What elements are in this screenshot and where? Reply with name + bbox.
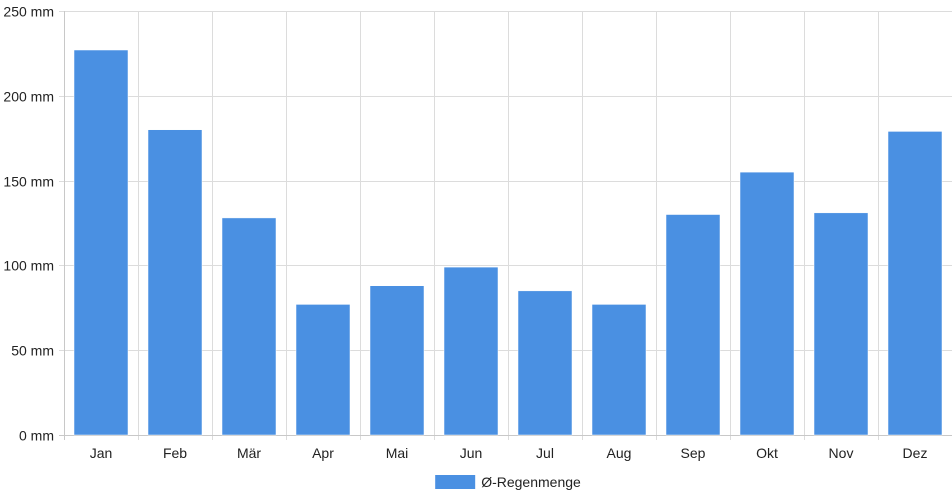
x-tick-label: Dez	[903, 445, 928, 461]
bar-aug[interactable]	[591, 304, 647, 436]
x-tick-label: Sep	[681, 445, 706, 461]
bar-jun[interactable]	[443, 266, 499, 436]
bar-sep[interactable]	[665, 214, 721, 436]
y-tick-label: 150 mm	[3, 174, 54, 190]
x-tick-label: Aug	[607, 445, 632, 461]
bars-layer	[73, 49, 943, 436]
bar-nov[interactable]	[813, 212, 869, 436]
y-tick-label: 200 mm	[3, 89, 54, 105]
y-tick-label: 250 mm	[3, 4, 54, 20]
bar-mai[interactable]	[369, 285, 425, 436]
bar-feb[interactable]	[147, 129, 203, 436]
y-tick-label: 0 mm	[19, 428, 54, 444]
bar-mär[interactable]	[221, 217, 277, 436]
x-tick-label: Mär	[237, 445, 261, 461]
grid-layer	[59, 11, 952, 440]
x-tick-label: Mai	[386, 445, 409, 461]
x-tick-label: Jun	[460, 445, 483, 461]
bar-jul[interactable]	[517, 290, 573, 436]
x-tick-label: Nov	[829, 445, 854, 461]
axis-layer	[59, 11, 952, 440]
legend[interactable]: Ø-Regenmenge	[435, 474, 581, 490]
x-tick-label: Okt	[756, 445, 778, 461]
x-tick-label: Feb	[163, 445, 187, 461]
legend-swatch[interactable]	[435, 475, 476, 489]
y-tick-labels: 0 mm 50 mm 100 mm 150 mm 200 mm 250 mm	[3, 4, 54, 444]
x-tick-label: Apr	[312, 445, 334, 461]
bar-okt[interactable]	[739, 171, 795, 436]
bar-jan[interactable]	[73, 49, 129, 436]
x-tick-label: Jan	[90, 445, 113, 461]
bar-dez[interactable]	[887, 131, 943, 436]
x-tick-labels: Jan Feb Mär Apr Mai Jun Jul Aug Sep Okt Nov Dez	[90, 445, 928, 461]
bar-apr[interactable]	[295, 304, 351, 436]
x-tick-label: Jul	[536, 445, 554, 461]
y-tick-label: 100 mm	[3, 258, 54, 274]
y-tick-label: 50 mm	[11, 343, 54, 359]
legend-label[interactable]: Ø-Regenmenge	[481, 474, 581, 490]
